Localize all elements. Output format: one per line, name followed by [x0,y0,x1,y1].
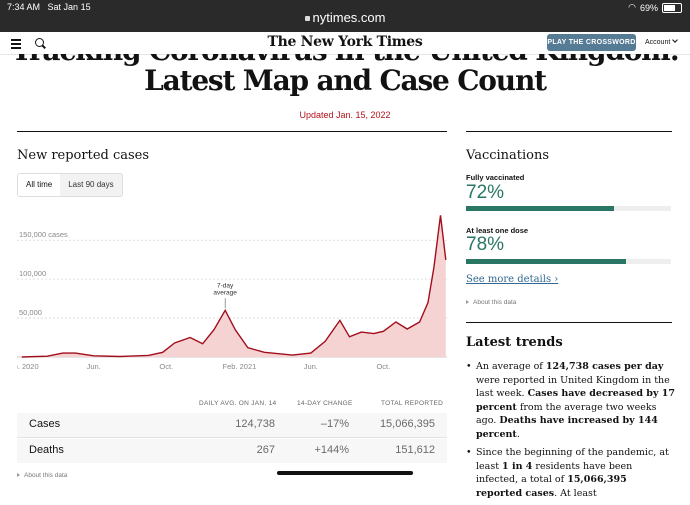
fully-vaccinated-bar [466,206,671,211]
table-divider [17,437,447,438]
chevron-down-icon [672,37,678,43]
table-row: Cases 124,738 –17% 15,066,395 [17,413,447,437]
x-tick-label: Jun. [87,362,101,371]
trends-section-rule [466,322,672,323]
about-this-data-link[interactable]: About this data [17,472,67,479]
row-label: Deaths [29,444,64,456]
header-14-day-change: 14-DAY CHANGE [297,400,353,407]
url-bar[interactable]: nytimes.com [0,10,690,25]
cases-area [22,215,446,357]
list-item: Since the beginning of the pandemic, at … [466,446,676,500]
table-row: Deaths 267 +144% 151,612 [17,439,447,463]
lock-icon [305,16,310,21]
fully-vaccinated-bar-fill [466,206,614,211]
trends-list: An average of 124,738 cases per day were… [466,360,676,505]
list-item: An average of 124,738 cases per day were… [466,360,676,441]
y-tick-label: 50,000 [19,308,42,317]
cases-section-rule [17,131,447,132]
latest-trends-title: Latest trends [466,335,563,350]
chart-range-tabs: All time Last 90 days [17,173,123,197]
tab-last-90-days[interactable]: Last 90 days [60,174,121,196]
fully-vaccinated-label: Fully vaccinated [466,173,524,182]
disclosure-triangle-icon [466,300,469,304]
x-tick-label: Feb. 2020 [17,362,39,371]
x-tick-label: Feb. 2021 [223,362,257,371]
site-header: The New York Times PLAY THE CROSSWORD Ac… [0,32,690,55]
cases-daily-avg: 124,738 [235,418,275,430]
annotation-label: 7-day [217,282,234,289]
headline-line-2: Latest Map and Case Count [0,64,690,97]
y-tick-label: 100,000 [19,269,46,278]
deaths-14-day-change: +144% [314,444,349,456]
see-more-details-link[interactable]: See more details › [466,274,558,285]
vaccinations-title: Vaccinations [466,148,549,163]
account-menu[interactable]: Account [645,39,677,46]
cases-14-day-change: –17% [321,418,349,430]
vaccinations-section-rule [466,131,672,132]
y-tick-label: 150,000 cases [19,230,68,239]
x-tick-label: Jun. [304,362,318,371]
cases-title: New reported cases [17,148,149,163]
browser-top-bar: 7:34 AM Sat Jan 15 ◠ 69% nytimes.com [0,0,690,32]
updated-timestamp: Updated Jan. 15, 2022 [0,110,690,120]
x-tick-label: Oct. [159,362,173,371]
header-daily-avg: DAILY AVG. ON JAN. 14 [199,400,276,407]
one-dose-bar [466,259,671,264]
one-dose-percent: 78% [466,234,504,256]
cases-chart[interactable]: 150,000 cases 100,000 50,000 Feb. 2020 Jun. O… [17,205,447,375]
annotation-label: average [213,289,237,296]
fully-vaccinated-percent: 72% [466,182,504,204]
disclosure-triangle-icon [17,473,20,477]
one-dose-bar-fill [466,259,626,264]
row-label: Cases [29,418,60,430]
header-total-reported: TOTAL REPORTED [381,400,443,407]
vaccine-about-this-data-link[interactable]: About this data [466,299,516,306]
x-tick-label: Oct. [376,362,390,371]
deaths-total: 151,612 [395,444,435,456]
cases-total: 15,066,395 [380,418,435,430]
play-crossword-button[interactable]: PLAY THE CROSSWORD [547,34,636,51]
deaths-daily-avg: 267 [257,444,275,456]
tab-all-time[interactable]: All time [18,174,60,196]
home-indicator[interactable] [277,471,413,475]
